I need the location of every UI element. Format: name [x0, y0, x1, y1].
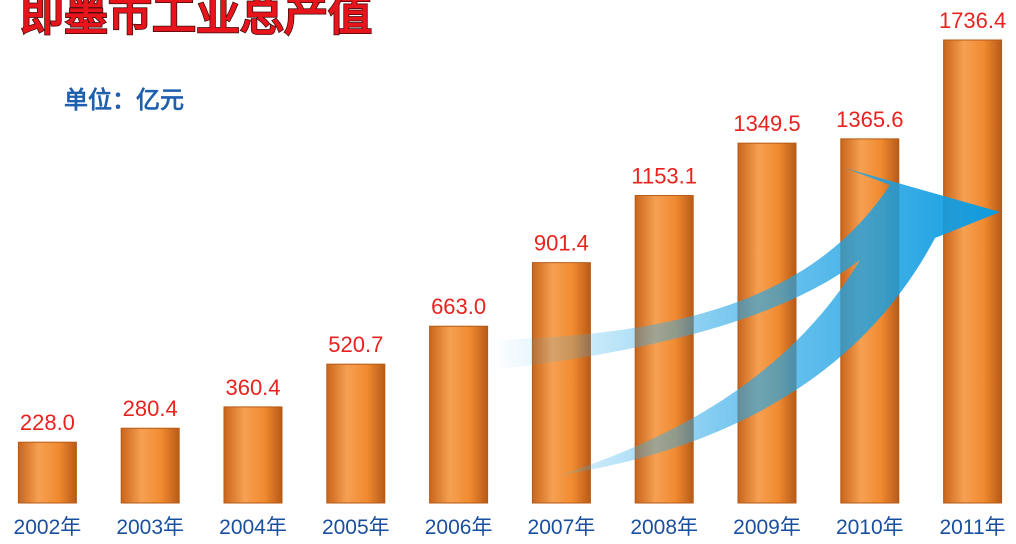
- x-tick-label: 2002年: [14, 516, 82, 539]
- chart: 即墨市工业总产值 单位：亿元 228.0 2002年 280.4 2003年 360.4…: [0, 0, 1016, 544]
- bar: [944, 40, 1002, 503]
- value-label: 360.4: [225, 375, 280, 400]
- bar: [327, 364, 385, 503]
- bar: [224, 407, 282, 503]
- x-tick-label: 2007年: [528, 516, 596, 539]
- bar: [532, 263, 590, 503]
- value-label: 1736.4: [939, 8, 1006, 33]
- bar: [18, 442, 76, 503]
- x-tick-label: 2004年: [219, 516, 287, 539]
- x-tick-label: 2010年: [836, 516, 904, 539]
- value-label: 520.7: [328, 332, 383, 357]
- x-tick-label: 2003年: [116, 516, 184, 539]
- value-label: 228.0: [20, 410, 75, 435]
- value-label: 1349.5: [733, 111, 800, 136]
- bar: [121, 428, 179, 503]
- value-label: 1365.6: [836, 107, 903, 132]
- x-tick-label: 2009年: [733, 516, 801, 539]
- value-label: 280.4: [123, 396, 178, 421]
- value-label: 1153.1: [631, 164, 697, 189]
- value-label: 901.4: [534, 231, 589, 256]
- chart-title: 即墨市工业总产值: [20, 0, 372, 41]
- x-tick-label: 2011年: [940, 516, 1006, 539]
- bar: [430, 326, 488, 503]
- chart-subtitle: 单位：亿元: [64, 86, 184, 114]
- x-tick-label: 2008年: [630, 516, 698, 539]
- x-tick-label: 2006年: [425, 516, 493, 539]
- value-label: 663.0: [431, 294, 486, 319]
- bar: [738, 143, 796, 503]
- x-tick-label: 2005年: [322, 516, 390, 539]
